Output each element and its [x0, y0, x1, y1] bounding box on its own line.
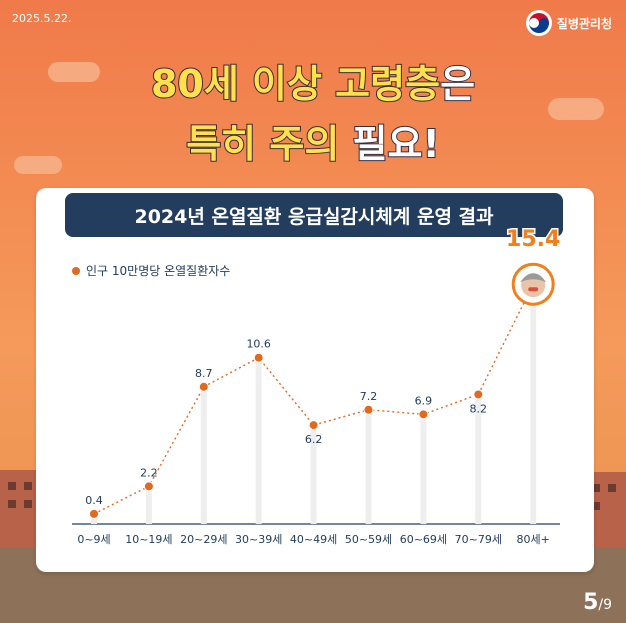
x-tick-label: 40~49세	[290, 533, 337, 546]
x-tick-label: 0~9세	[77, 533, 110, 546]
chart-legend: 인구 10만명당 온열질환자수	[72, 262, 230, 279]
x-tick-label: 70~79세	[455, 533, 502, 546]
legend-marker	[72, 266, 80, 275]
data-point	[253, 352, 264, 363]
headline-line-1: 80세 이상 고령층은	[0, 60, 626, 108]
data-point	[363, 404, 374, 415]
data-label: 2.2	[140, 466, 158, 479]
data-point	[198, 381, 209, 392]
data-label: 0.4	[85, 494, 103, 507]
headline-text: 은	[439, 61, 476, 107]
data-label: 7.2	[360, 390, 378, 403]
brand-label: 질병관리청	[556, 16, 612, 31]
data-point	[418, 409, 429, 420]
data-point	[89, 508, 99, 519]
brand: 질병관리청	[525, 10, 612, 36]
x-tick-label: 50~59세	[345, 533, 392, 546]
data-point	[473, 389, 484, 400]
data-label: 8.2	[470, 402, 488, 415]
data-label: 15.4	[506, 227, 560, 252]
page-current: 5	[583, 590, 599, 615]
face-mouth	[528, 287, 539, 292]
x-tick-label: 10~19세	[125, 533, 172, 546]
headline-highlight: 특히 주의	[185, 121, 340, 167]
date: 2025.5.22.	[12, 12, 72, 25]
legend-label: 인구 10만명당 온열질환자수	[86, 264, 231, 278]
page-indicator: 5/9	[583, 590, 612, 615]
x-tick-label: 20~29세	[180, 533, 227, 546]
cloud-decoration	[548, 98, 604, 120]
headline-highlight: 80세 이상 고령층	[150, 61, 441, 107]
headline-line-2: 특히 주의 필요!	[0, 120, 626, 168]
x-tick-label: 30~39세	[235, 533, 282, 546]
cloud-decoration	[48, 62, 100, 82]
data-label: 6.9	[415, 394, 433, 407]
cloud-decoration	[14, 156, 62, 174]
x-tick-label: 60~69세	[400, 533, 447, 546]
page-total: /9	[598, 597, 612, 613]
taegeuk-emblem-icon	[525, 10, 552, 36]
headline-text: 필요!	[339, 121, 441, 167]
data-point	[308, 420, 319, 431]
face-hair	[520, 273, 547, 283]
data-label: 6.2	[305, 433, 323, 446]
data-point	[143, 481, 154, 492]
data-label: 10.6	[246, 338, 271, 351]
x-tick-label: 80세+	[517, 533, 550, 546]
chart-title-bar: 2024년 온열질환 응급실감시체계 운영 결과	[65, 193, 563, 237]
series-line	[93, 283, 534, 515]
data-label: 8.7	[195, 367, 213, 380]
